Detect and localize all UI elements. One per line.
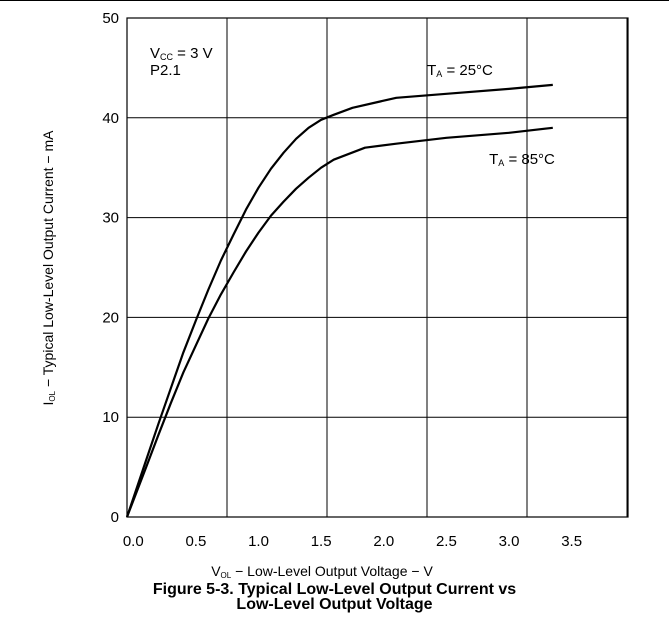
x-tick-label: 3.0 xyxy=(499,533,520,550)
y-tick-label: 10 xyxy=(102,409,119,426)
condition-vcc: VCC = 3 V xyxy=(150,45,213,62)
y-tick-label: 30 xyxy=(102,210,119,227)
x-tick-label: 1.5 xyxy=(311,533,332,550)
x-axis-label: VOL − Low-Level Output Voltage − V xyxy=(211,563,433,580)
chart-svg: 0 10 20 30 40 50 0.0 0.5 1.0 1.5 2.0 2.5 3.0 3.5 VOL −… xyxy=(40,10,629,580)
series-label-25c: TA = 25°C xyxy=(427,62,493,79)
top-rule xyxy=(0,0,669,1)
series-line-85c xyxy=(125,126,553,518)
y-tick-label: 40 xyxy=(102,110,119,127)
y-axis-label: IOL − Typical Low-Level Output Current −… xyxy=(40,130,57,406)
figure-caption-line2: Low-Level Output Voltage xyxy=(236,596,433,613)
x-tick-label: 1.0 xyxy=(248,533,269,550)
y-tick-label: 20 xyxy=(102,309,119,326)
plot-frame xyxy=(126,17,629,518)
figure-caption-line1: Figure 5-3. Typical Low-Level Output Cur… xyxy=(152,581,517,598)
y-tick-label: 0 xyxy=(111,509,119,526)
x-tick-label: 3.5 xyxy=(561,533,582,550)
x-tick-label: 0.5 xyxy=(185,533,206,550)
x-tick-label: 2.0 xyxy=(373,533,394,550)
x-tick-label: 0.0 xyxy=(123,533,144,550)
x-tick-label: 2.5 xyxy=(436,533,457,550)
series-line-25c xyxy=(125,83,553,518)
condition-pin: P2.1 xyxy=(150,62,181,79)
series-label-85c: TA = 85°C xyxy=(489,151,555,168)
y-tick-label: 50 xyxy=(102,10,119,27)
